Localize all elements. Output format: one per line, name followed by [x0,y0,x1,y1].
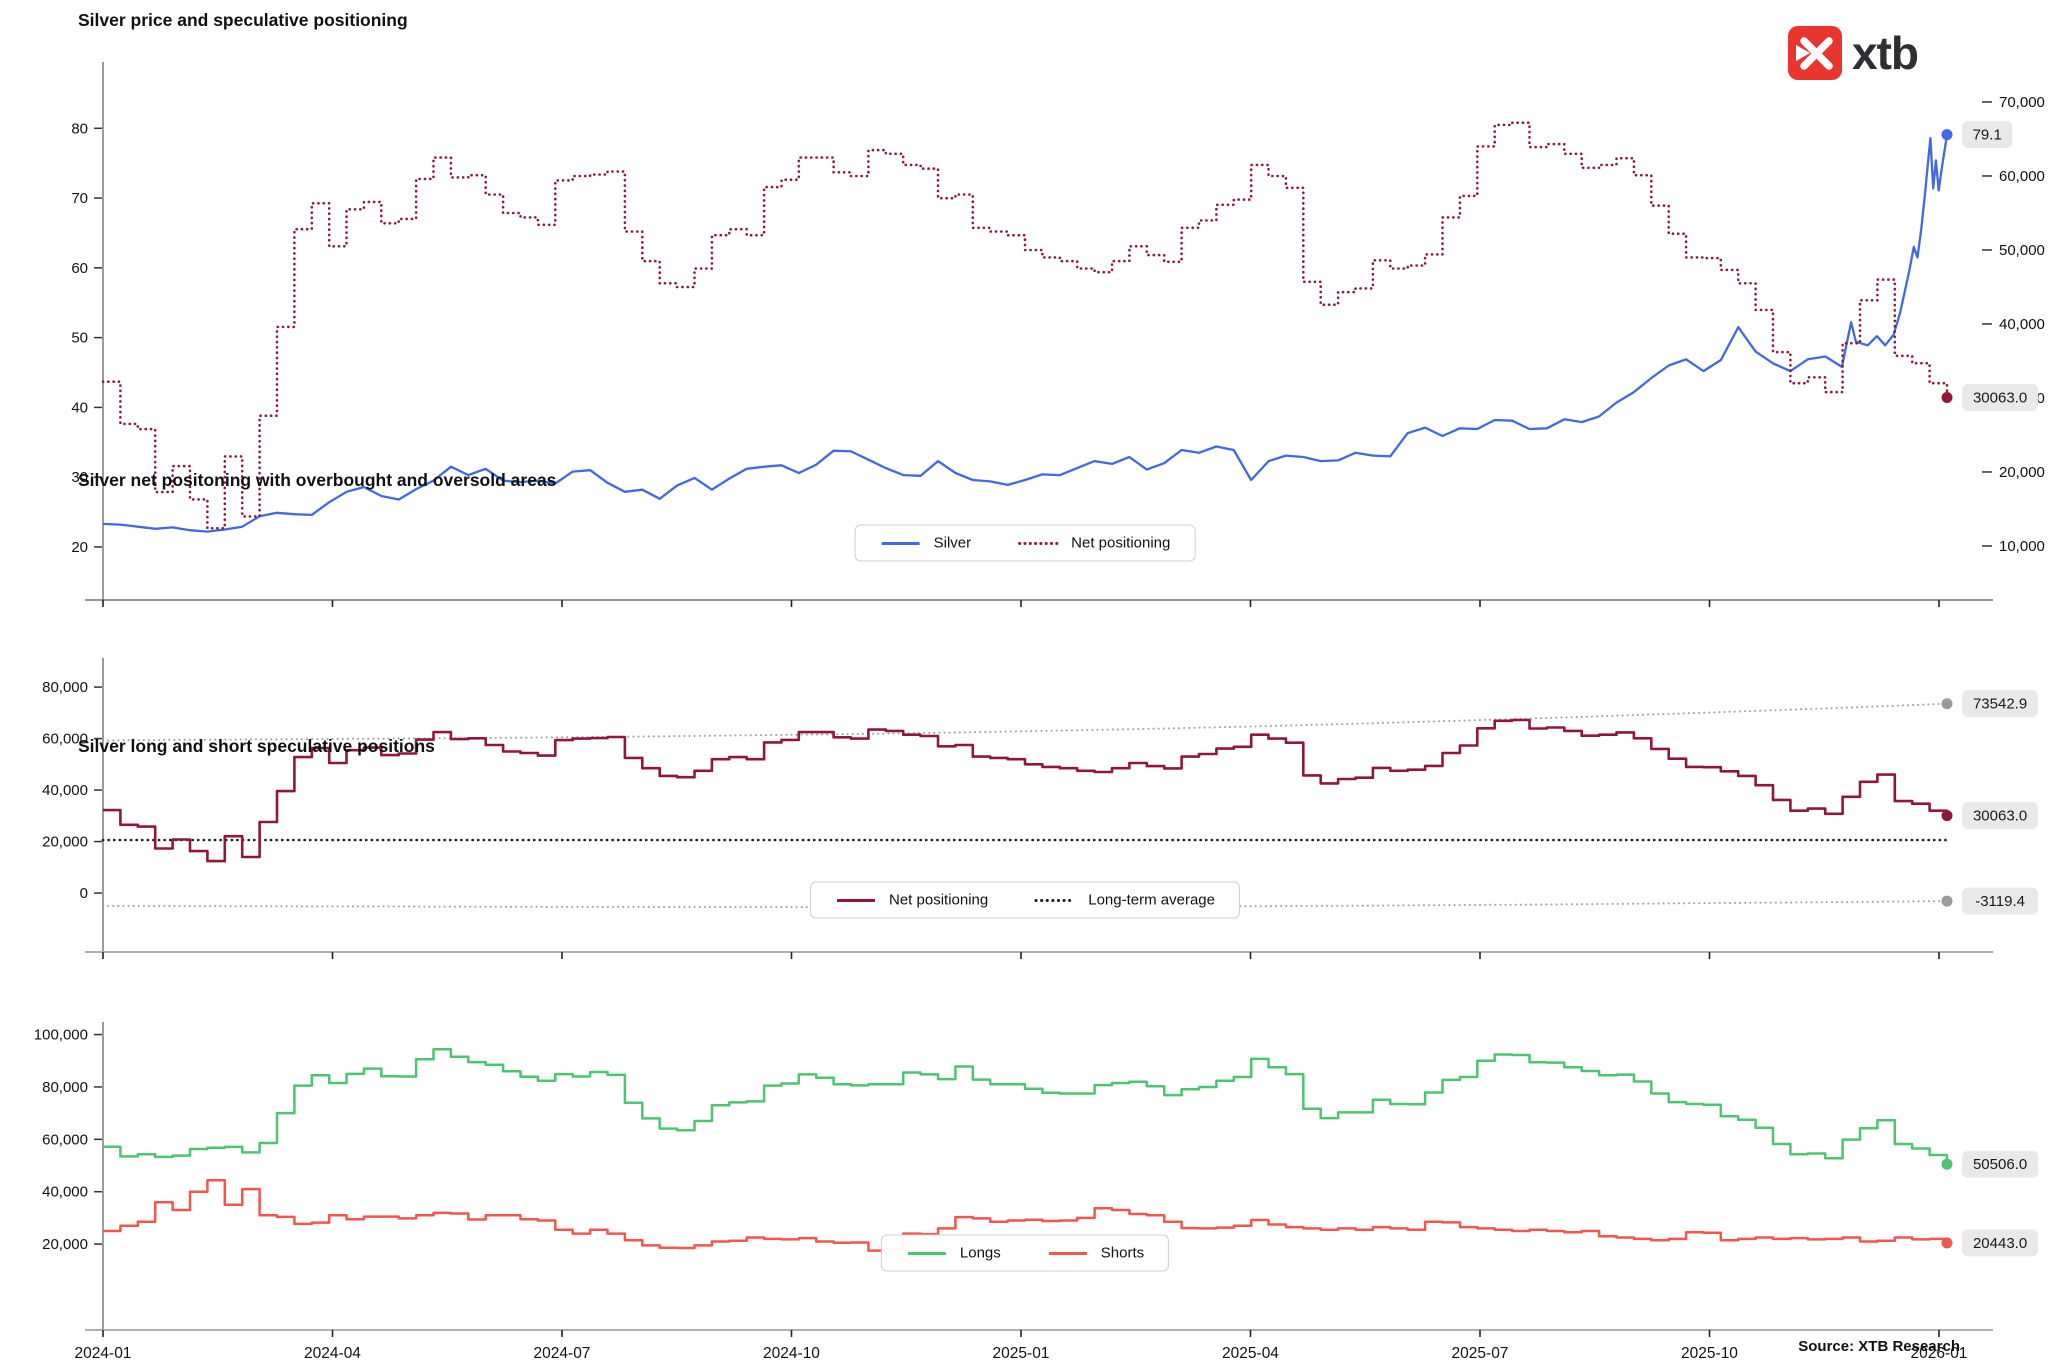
legend-swatch [1048,1251,1087,1255]
y-tick-label: 60 [71,260,88,277]
legend-swatch [1034,898,1076,902]
x-tick-label: 2024-04 [304,1345,361,1362]
chart-net: 0 20,000 40,000 60,000 80,000 73542.9 -3119.4 3… [42,658,2039,959]
end-value-chip [1962,1150,2039,1178]
legend-item: Shorts [1047,1245,1144,1262]
series-end-dot [1941,698,1953,710]
chart-title-net: Silver net positoning with overbought an… [78,470,557,490]
series-end-dot [1941,129,1953,141]
chart-title-price: Silver price and speculative positioning [78,10,408,30]
end-value-chip [1962,802,2039,830]
x-tick-label: 2025-07 [1452,1345,1509,1362]
legend-swatch [907,1251,946,1255]
end-value-chip [1962,121,2013,149]
x-tick-label: 2024-10 [763,1345,820,1362]
series-end-dot [1941,1158,1953,1170]
y2-tick-label: 20,000 [1999,464,2045,481]
y-tick-label: 70 [71,190,88,207]
end-value-chip [1962,384,2039,412]
series-net-positioning [103,718,1949,863]
y2-tick-label: 60,000 [1999,168,2045,185]
end-value-chip [1962,1229,2039,1257]
chart-price: 2030405060708010,00020,00030,00040,00050… [71,62,2045,607]
xtb-logo-text: xtb [1852,27,1919,79]
source-note: Source: XTB Research [1798,1338,1960,1355]
y-tick-label: 20 [71,539,88,556]
legend-item: Long-term average [1034,892,1215,909]
series-end-dot [1941,895,1953,907]
xtb-logo-icon [1788,26,1842,80]
legend-item: Longs [906,1245,1001,1262]
chart-title-positions: Silver long and short speculative positi… [78,736,435,756]
y-tick-label: 80 [71,120,88,137]
chart-positions: 2024-01 2024-04 2024-07 2024-10 2025-01 2025-… [34,1022,2039,1362]
legend-swatch [1017,541,1059,545]
y-tick-label: 60,000 [42,731,88,748]
xtb-logo: xtb [1788,26,1919,80]
x-tick-label: 2024-01 [75,1345,132,1362]
end-value-chip-label: -3119.4 [1975,893,2025,910]
end-value-chip-label: 30063.0 [1973,808,2027,825]
legend-item: Net positioning [1017,535,1170,552]
series-longs [103,1047,1949,1165]
y-tick-label: 40,000 [42,782,88,799]
legend-label: Silver [933,534,972,552]
legend-swatch [837,898,876,902]
y-tick-label: 0 [80,885,88,902]
series-end-dot [1941,1237,1953,1249]
x-tick-label: 2024-07 [534,1345,591,1362]
end-value-chip [1962,887,2039,915]
legend-price: Silver Net positioning [854,524,1196,562]
series-end-dot [1941,392,1953,404]
x-tick-label: 2025-04 [1222,1345,1279,1362]
legend-item: Silver [880,534,972,552]
legend-positions: Longs Shorts [880,1234,1170,1272]
legend-label: Net positioning [1071,534,1171,552]
y-tick-label: 80,000 [42,679,88,696]
y2-tick-label: 10,000 [1999,538,2045,555]
y-tick-label: 40,000 [42,1184,88,1201]
y-tick-label: 20,000 [42,1236,88,1253]
legend-label: Longs [959,1244,1001,1262]
legend-label: Shorts [1100,1244,1145,1262]
series-net-positioning [101,121,1949,530]
y-tick-label: 50 [71,330,88,347]
x-tick-label: 2025-10 [1681,1345,1738,1362]
end-value-chip-label: 79.1 [1973,127,2002,144]
series-end-dot [1941,810,1953,822]
legend-swatch [881,541,920,545]
x-tick-label: 2026-01 [1911,1345,1968,1362]
x-tick-label: 2025-01 [993,1345,1050,1362]
end-value-chip-label: 50506.0 [1973,1156,2027,1173]
end-value-chip [1962,690,2039,718]
y-tick-label: 100,000 [34,1027,88,1044]
y2-tick-label: 40,000 [1999,316,2045,333]
legend-label: Net positioning [889,891,989,909]
series-shorts [103,1178,1949,1252]
legend-label: Long-term average [1088,891,1215,909]
y2-tick-label: 50,000 [1999,242,2045,259]
legend-item: Net positioning [835,892,988,909]
end-value-chip-label: 20443.0 [1973,1235,2027,1252]
end-value-chip-label: 73542.9 [1973,696,2027,713]
y-tick-label: 60,000 [42,1131,88,1148]
y-tick-label: 80,000 [42,1079,88,1096]
series-overbought [102,702,1948,742]
y-tick-label: 20,000 [42,834,88,851]
y2-tick-label: 70,000 [1999,94,2045,111]
legend-net: Net positioning Long-term average [810,881,1240,919]
end-value-chip-label: 30063.0 [1973,390,2027,407]
y-tick-label: 40 [71,399,88,416]
y-tick-label: 30 [71,469,88,486]
